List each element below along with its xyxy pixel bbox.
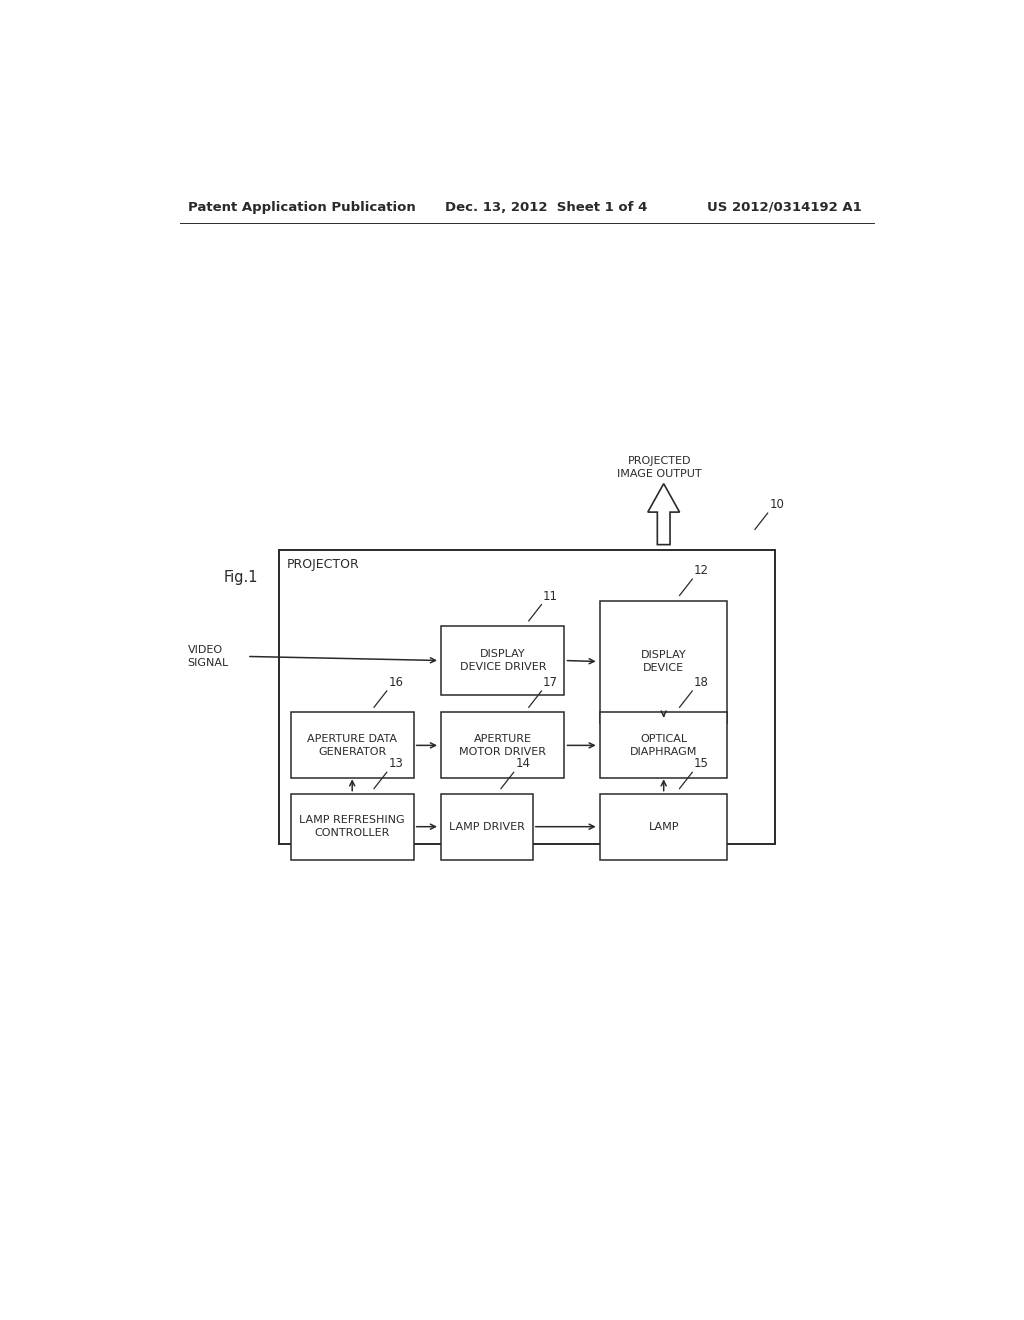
- Text: 11: 11: [543, 590, 558, 602]
- Text: Fig.1: Fig.1: [223, 570, 258, 585]
- Bar: [600, 793, 727, 859]
- Text: LAMP REFRESHING
CONTROLLER: LAMP REFRESHING CONTROLLER: [299, 816, 406, 838]
- Text: PROJECTOR: PROJECTOR: [287, 558, 359, 570]
- Text: APERTURE
MOTOR DRIVER: APERTURE MOTOR DRIVER: [460, 734, 547, 756]
- Bar: [441, 713, 564, 779]
- FancyArrow shape: [648, 483, 680, 545]
- Text: LAMP: LAMP: [648, 821, 679, 832]
- Text: Patent Application Publication: Patent Application Publication: [187, 201, 416, 214]
- Text: APERTURE DATA
GENERATOR: APERTURE DATA GENERATOR: [307, 734, 397, 756]
- Text: 17: 17: [543, 676, 558, 689]
- Text: DISPLAY
DEVICE: DISPLAY DEVICE: [641, 651, 686, 673]
- Text: 12: 12: [694, 564, 709, 577]
- Bar: [291, 793, 414, 859]
- Text: Dec. 13, 2012  Sheet 1 of 4: Dec. 13, 2012 Sheet 1 of 4: [445, 201, 648, 214]
- Text: 13: 13: [388, 758, 403, 771]
- Bar: [600, 713, 727, 779]
- Bar: [600, 601, 727, 722]
- Bar: [441, 626, 564, 696]
- Bar: [291, 713, 414, 779]
- Text: 10: 10: [769, 498, 784, 511]
- Text: 15: 15: [694, 758, 709, 771]
- Text: 16: 16: [388, 676, 403, 689]
- Bar: [279, 549, 775, 845]
- Text: PROJECTED
IMAGE OUTPUT: PROJECTED IMAGE OUTPUT: [617, 457, 702, 479]
- Text: OPTICAL
DIAPHRAGM: OPTICAL DIAPHRAGM: [630, 734, 697, 756]
- Text: 14: 14: [515, 758, 530, 771]
- Bar: [441, 793, 532, 859]
- Text: US 2012/0314192 A1: US 2012/0314192 A1: [708, 201, 862, 214]
- Text: VIDEO
SIGNAL: VIDEO SIGNAL: [187, 645, 228, 668]
- Text: 18: 18: [694, 676, 709, 689]
- Text: DISPLAY
DEVICE DRIVER: DISPLAY DEVICE DRIVER: [460, 649, 546, 672]
- Text: LAMP DRIVER: LAMP DRIVER: [450, 821, 525, 832]
